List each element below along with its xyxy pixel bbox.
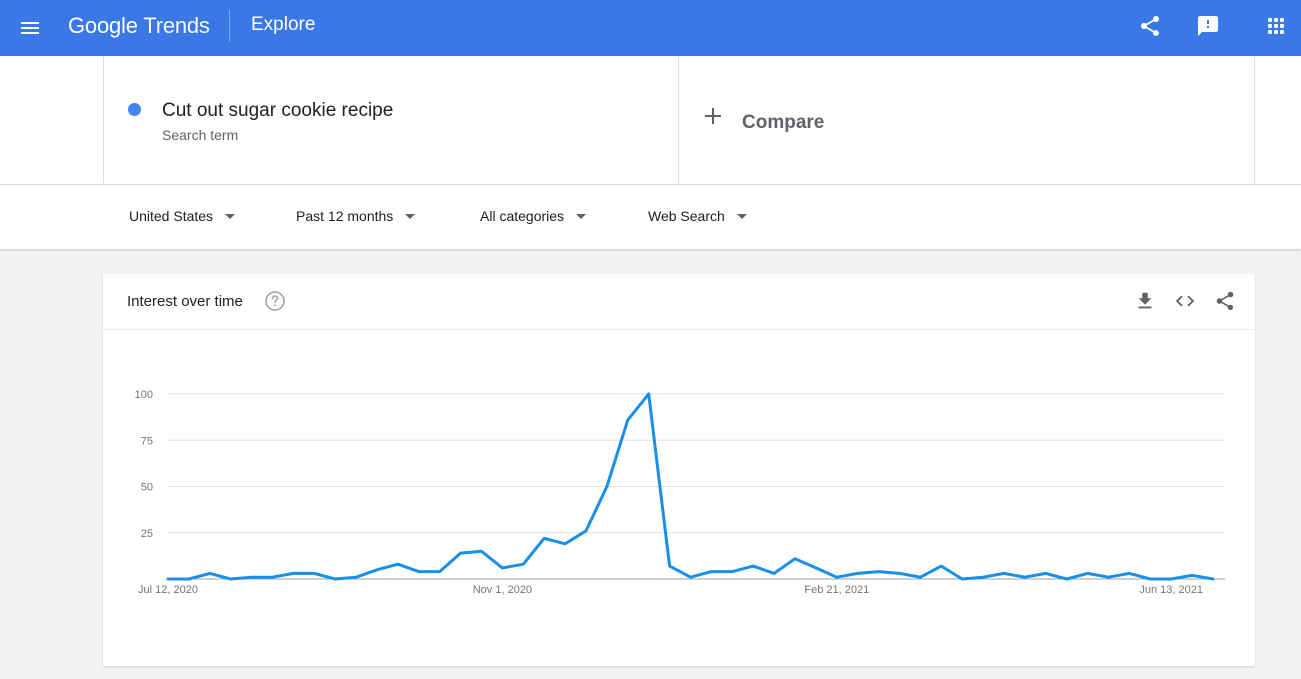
data-point-10[interactable]	[374, 567, 380, 573]
data-point-23[interactable]	[646, 391, 652, 397]
data-point-12[interactable]	[416, 569, 422, 575]
data-point-33[interactable]	[855, 570, 861, 576]
data-point-20[interactable]	[583, 528, 589, 534]
data-point-3[interactable]	[228, 576, 234, 582]
data-point-43[interactable]	[1064, 576, 1070, 582]
data-point-46[interactable]	[1126, 570, 1132, 576]
time-filter-label: Past 12 months	[296, 208, 394, 224]
compare-label: Compare	[742, 112, 825, 133]
embed-code-icon[interactable]	[1174, 290, 1196, 312]
logo-google-text: Google	[68, 13, 138, 38]
data-point-35[interactable]	[897, 570, 903, 576]
data-point-37[interactable]	[938, 563, 944, 569]
share-icon[interactable]	[1138, 14, 1162, 38]
data-point-13[interactable]	[437, 569, 443, 575]
data-point-28[interactable]	[750, 563, 756, 569]
data-point-49[interactable]	[1189, 572, 1195, 578]
data-point-21[interactable]	[604, 484, 610, 490]
data-point-19[interactable]	[562, 541, 568, 547]
card-header: Interest over time	[103, 274, 1255, 330]
logo-trends-text: Trends	[143, 13, 210, 38]
apps-grid-icon[interactable]	[1264, 14, 1288, 38]
data-point-38[interactable]	[959, 576, 965, 582]
data-point-5[interactable]	[270, 574, 276, 580]
data-point-30[interactable]	[792, 556, 798, 562]
x-tick-label-3: Jun 13, 2021	[1139, 584, 1203, 596]
data-point-16[interactable]	[499, 565, 505, 571]
data-point-44[interactable]	[1085, 570, 1091, 576]
data-point-18[interactable]	[541, 535, 547, 541]
data-point-7[interactable]	[311, 570, 317, 576]
data-point-9[interactable]	[353, 574, 359, 580]
data-point-1[interactable]	[186, 576, 192, 582]
category-filter[interactable]: All categories	[480, 207, 587, 225]
dropdown-arrow-icon	[405, 213, 416, 219]
data-point-27[interactable]	[729, 569, 735, 575]
y-tick-label-100: 100	[135, 389, 153, 401]
top-app-bar: Google Trends Explore	[0, 0, 1301, 56]
data-point-47[interactable]	[1147, 576, 1153, 582]
search-term-strip: Cut out sugar cookie recipe Search term …	[0, 56, 1301, 185]
share-chart-icon[interactable]	[1214, 290, 1236, 312]
dropdown-arrow-icon	[225, 213, 236, 219]
search-type-filter-label: Web Search	[648, 208, 725, 224]
data-point-32[interactable]	[834, 574, 840, 580]
plus-icon	[705, 108, 721, 124]
data-point-41[interactable]	[1022, 574, 1028, 580]
data-point-45[interactable]	[1106, 574, 1112, 580]
interest-line-chart[interactable]: 25 50 75 100 Jul 12, 2020 Nov 1, 2020 Feb 21, …	[103, 330, 1255, 666]
data-point-8[interactable]	[332, 576, 338, 582]
search-term-card[interactable]: Cut out sugar cookie recipe Search term	[103, 56, 679, 185]
region-filter[interactable]: United States	[129, 207, 236, 225]
x-tick-label-2: Feb 21, 2021	[804, 584, 869, 596]
term-color-dot	[128, 103, 141, 116]
card-title: Interest over time	[127, 293, 243, 310]
series-line[interactable]	[166, 392, 1215, 581]
data-point-2[interactable]	[207, 570, 213, 576]
data-point-17[interactable]	[520, 561, 526, 567]
y-tick-label-75: 75	[141, 435, 153, 447]
data-point-29[interactable]	[771, 570, 777, 576]
dropdown-arrow-icon	[576, 213, 587, 219]
x-tick-label-1: Nov 1, 2020	[473, 584, 532, 596]
data-point-22[interactable]	[625, 417, 631, 423]
dropdown-arrow-icon	[736, 213, 747, 219]
data-point-15[interactable]	[479, 548, 485, 554]
data-point-24[interactable]	[667, 563, 673, 569]
y-tick-label-50: 50	[141, 482, 153, 494]
region-filter-label: United States	[129, 208, 214, 224]
data-point-4[interactable]	[249, 574, 255, 580]
download-icon[interactable]	[1134, 290, 1156, 312]
page-title: Explore	[251, 14, 316, 35]
data-point-40[interactable]	[1001, 570, 1007, 576]
data-point-36[interactable]	[917, 574, 923, 580]
data-point-31[interactable]	[813, 565, 819, 571]
google-trends-logo[interactable]: Google Trends	[68, 12, 210, 40]
time-filter[interactable]: Past 12 months	[296, 207, 416, 225]
header-divider	[229, 10, 230, 42]
data-point-6[interactable]	[290, 570, 296, 576]
interest-over-time-card: Interest over time 25 50 75 100 Jul 12, 2020…	[103, 274, 1255, 666]
data-point-25[interactable]	[688, 574, 694, 580]
data-point-39[interactable]	[980, 574, 986, 580]
menu-icon[interactable]	[18, 16, 42, 40]
data-point-0[interactable]	[165, 576, 171, 582]
help-icon[interactable]	[264, 290, 286, 312]
data-point-11[interactable]	[395, 561, 401, 567]
filter-bar: United States Past 12 months All categor…	[0, 185, 1301, 249]
search-term-subtitle: Search term	[162, 127, 239, 143]
data-point-42[interactable]	[1043, 570, 1049, 576]
category-filter-label: All categories	[480, 208, 565, 224]
x-tick-label-0: Jul 12, 2020	[138, 584, 198, 596]
compare-button[interactable]: Compare	[679, 56, 1255, 185]
y-tick-label-25: 25	[141, 528, 153, 540]
data-point-34[interactable]	[876, 569, 882, 575]
data-point-26[interactable]	[708, 569, 714, 575]
feedback-icon[interactable]	[1196, 14, 1220, 38]
data-point-14[interactable]	[458, 550, 464, 556]
search-term-title[interactable]: Cut out sugar cookie recipe	[162, 100, 394, 121]
data-point-48[interactable]	[1168, 576, 1174, 582]
data-point-50[interactable]	[1210, 576, 1216, 582]
search-type-filter[interactable]: Web Search	[648, 207, 747, 225]
